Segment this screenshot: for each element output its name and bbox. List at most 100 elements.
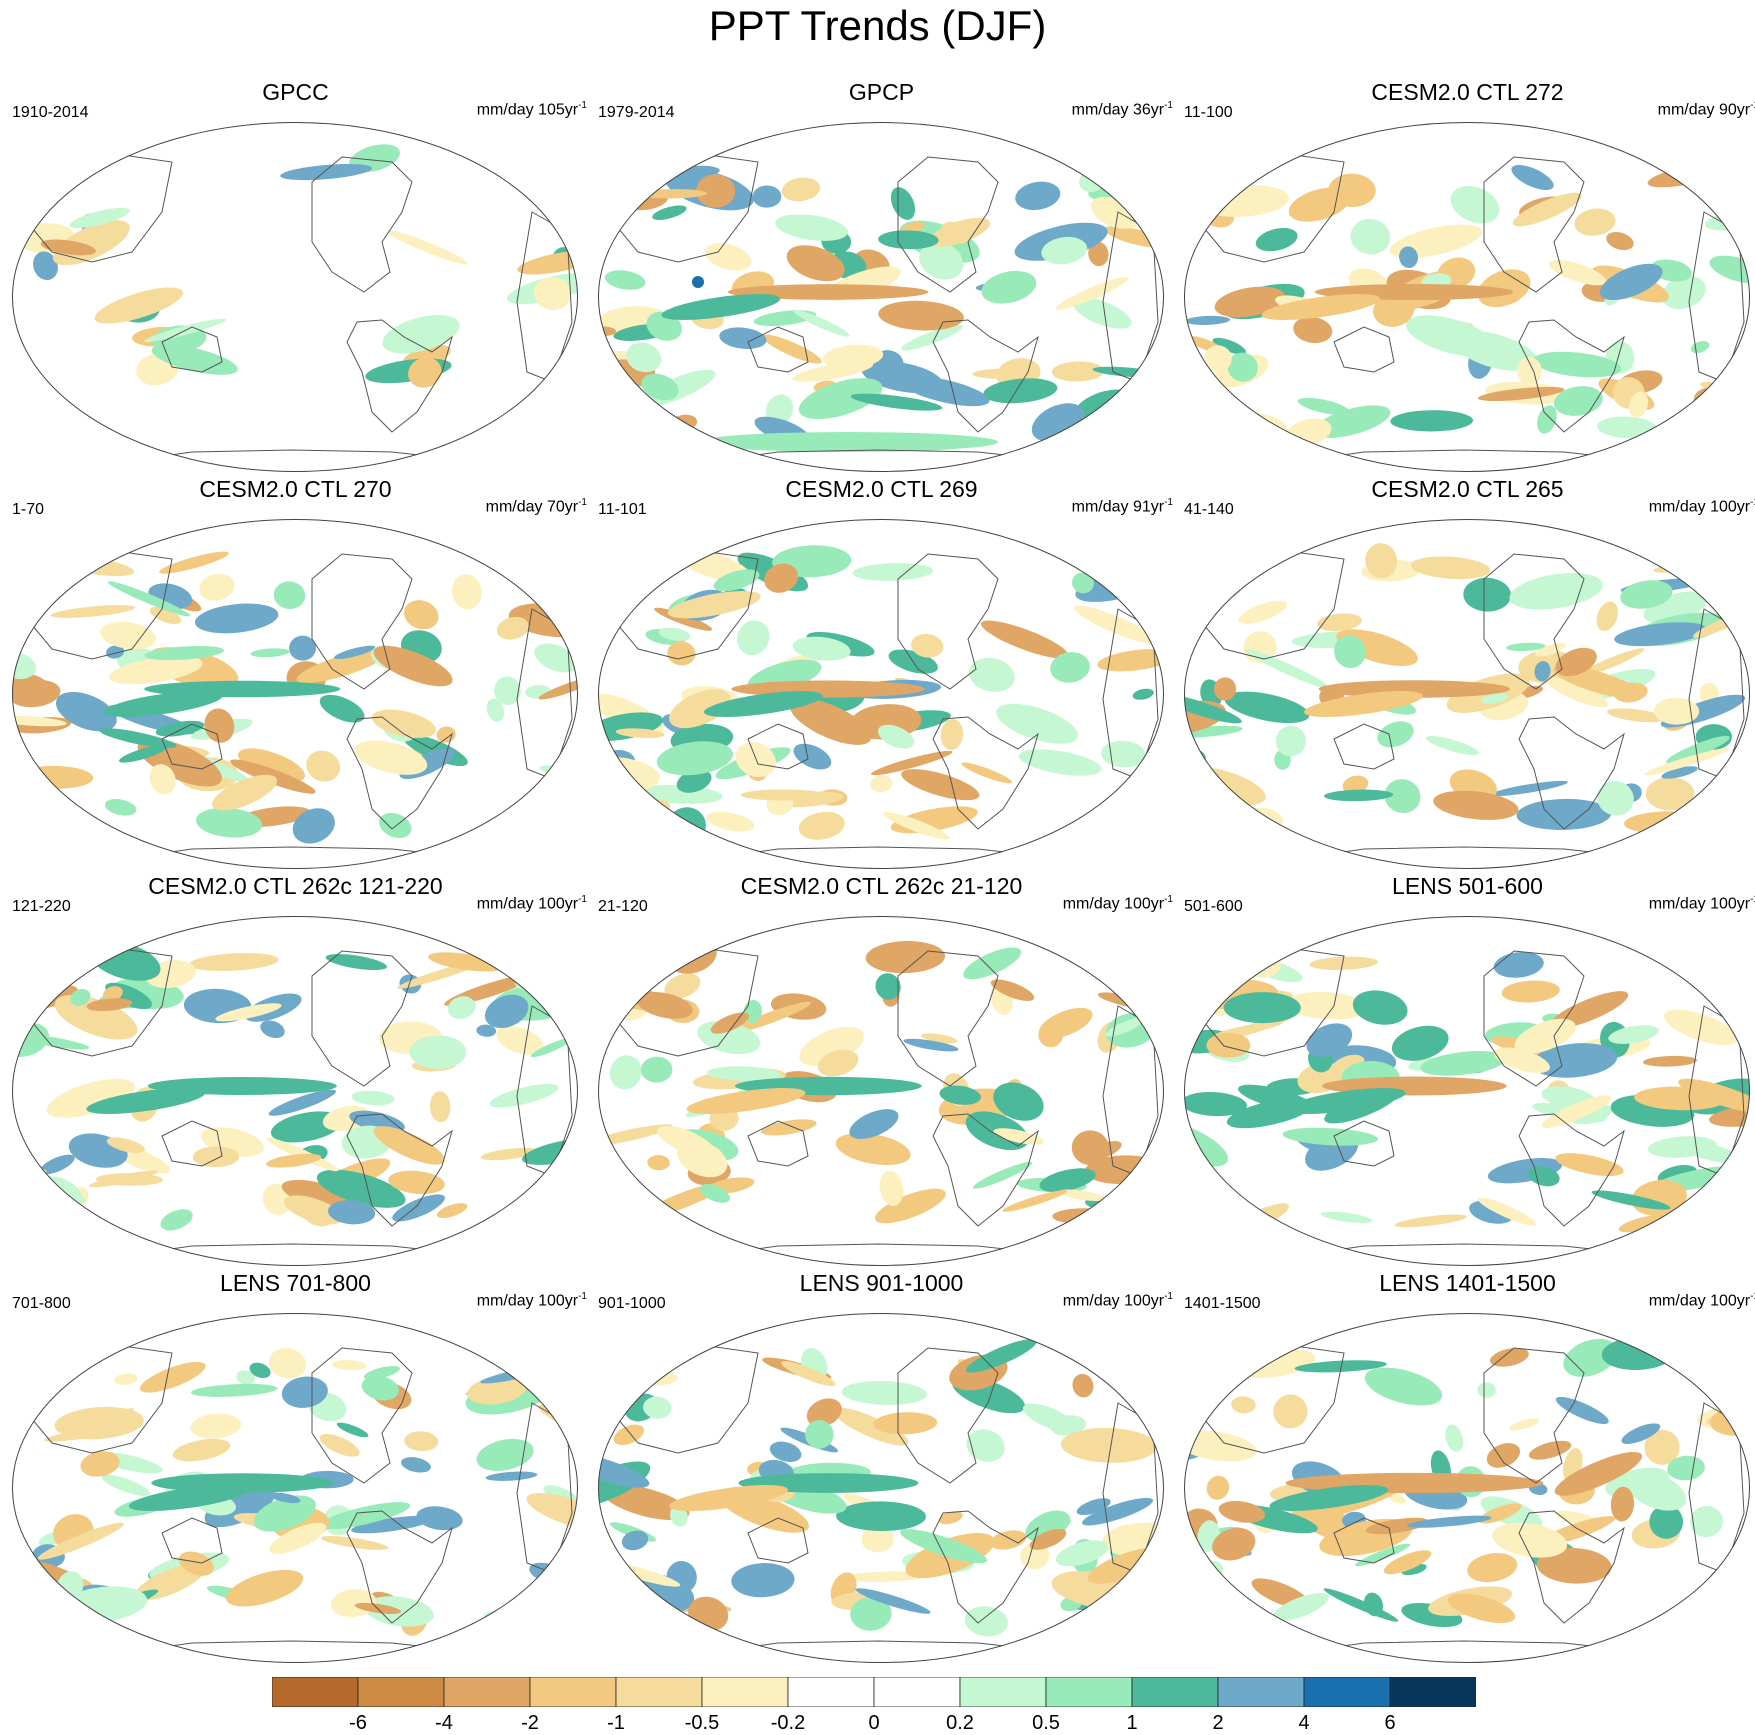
precip-anomaly-patch (416, 1506, 463, 1531)
units-text: mm/day 100yr (1648, 895, 1751, 913)
panel-title: GPCC (262, 79, 329, 105)
panel-period: 1401-1500 (1184, 1295, 1261, 1312)
precip-anomaly-patch (752, 185, 782, 208)
coastline (747, 1517, 809, 1564)
precip-anomaly-patch (1342, 775, 1369, 794)
coastline (1293, 1640, 1655, 1654)
precip-anomaly-patch (534, 643, 578, 673)
colorbar-swatch (529, 1677, 617, 1707)
precip-anomaly-patch (1399, 246, 1418, 269)
precip-anomaly-patch (1058, 1189, 1106, 1202)
colorbar-tick-label: -6 (349, 1712, 367, 1734)
coastline (707, 1640, 1069, 1654)
precip-anomaly-patch (719, 327, 767, 349)
precip-anomaly-patch (189, 953, 279, 971)
panel-title: LENS 701-800 (220, 1270, 371, 1296)
map-panel: LENS 701-800 701-800 mm/day 100yr-1 (4, 1269, 587, 1664)
coastline (932, 1113, 1039, 1227)
precip-anomaly-patch (798, 378, 883, 420)
precip-anomaly-patch (1645, 777, 1695, 811)
precip-anomaly-patch (12, 1341, 92, 1367)
precip-anomaly-patch (58, 556, 134, 577)
precip-anomaly-patch (1555, 1153, 1624, 1177)
precip-anomaly-patch (1115, 1604, 1163, 1620)
precip-anomaly-patch (1700, 381, 1739, 394)
units-exponent: -1 (1164, 497, 1173, 508)
units-exponent: -1 (1750, 497, 1755, 508)
precip-anomaly-patch (1214, 1021, 1284, 1037)
precip-anomaly-patch (855, 1588, 931, 1614)
precip-anomaly-patch (1383, 1550, 1432, 1575)
precip-anomaly-patch (1240, 807, 1284, 832)
map-panel: GPCP 1979-2014 mm/day 36yr-1 (590, 78, 1173, 473)
precip-anomaly-patch (316, 1169, 406, 1208)
coastline (932, 319, 1039, 433)
colorbar-tick-label: 0 (868, 1712, 880, 1734)
precip-anomaly-patch (966, 1339, 1037, 1373)
precip-anomaly-patch (1501, 980, 1560, 1003)
precip-anomaly-patch (319, 694, 365, 723)
colorbar-tick-label: 1 (1126, 1712, 1138, 1734)
precip-anomaly-patch (190, 1413, 241, 1439)
precip-anomaly-patch (963, 947, 1022, 980)
precip-anomaly-patch (128, 1485, 248, 1511)
precip-anomaly-patch (1596, 416, 1657, 439)
map-panel: GPCC 1910-2014 mm/day 105yr-1 (4, 78, 587, 473)
precip-anomaly-patch (798, 811, 845, 840)
precip-anomaly-patch (775, 214, 849, 241)
precip-anomaly-patch (1545, 677, 1609, 708)
precip-anomaly-patch (1120, 1193, 1150, 1204)
precip-anomaly-patch (50, 605, 135, 618)
precip-anomaly-patch (306, 750, 341, 782)
precip-anomaly-patch (1273, 1394, 1308, 1429)
precip-anomaly-patch (686, 1088, 806, 1114)
precip-anomaly-patch (806, 1398, 842, 1427)
coastline (311, 1347, 413, 1484)
precip-anomaly-patch (706, 811, 755, 832)
panel-title: CESM2.0 CTL 269 (785, 476, 978, 502)
precip-anomaly-patch (657, 1125, 715, 1157)
map-border (12, 519, 578, 869)
precip-anomaly-patch (1206, 1475, 1230, 1500)
precip-anomaly-patch (961, 762, 1013, 784)
precip-anomaly-patch (1184, 963, 1198, 987)
precip-anomaly-patch (1364, 1367, 1443, 1406)
coastline (1333, 1120, 1395, 1167)
coastline (121, 449, 483, 463)
precip-anomaly-patch (336, 1422, 369, 1438)
precip-anomaly-patch (669, 1485, 788, 1511)
precip-anomaly-patch (664, 973, 701, 999)
precip-anomaly-patch (669, 689, 731, 729)
coastline (897, 950, 999, 1087)
precip-anomaly-patch (1712, 574, 1750, 605)
precip-anomaly-patch (656, 741, 733, 776)
precip-anomaly-patch (964, 1606, 1008, 1637)
precip-anomaly-patch (647, 1155, 670, 1171)
precip-anomaly-patch (1269, 1485, 1389, 1511)
precip-anomaly-patch (1050, 652, 1090, 683)
robinson-map (12, 1313, 578, 1663)
precip-anomaly-patch (842, 1571, 926, 1583)
panel-units: mm/day 91yr-1 (1072, 497, 1173, 516)
precip-anomaly-patch (1286, 991, 1368, 1020)
precip-anomaly-patch (1318, 680, 1510, 698)
robinson-map (598, 916, 1164, 1266)
coastline (1483, 950, 1585, 1087)
precip-anomaly-patch (1620, 580, 1673, 609)
precip-anomaly-patch (86, 1088, 206, 1114)
precip-anomaly-patch (667, 641, 696, 666)
precip-anomaly-patch (382, 314, 460, 354)
precip-anomaly-patch (1132, 688, 1154, 700)
precip-anomaly-patch (1294, 1360, 1387, 1373)
precip-anomaly-patch (835, 1133, 911, 1166)
precip-anomaly-patch (1528, 1165, 1560, 1187)
precip-anomaly-patch (86, 998, 133, 1012)
precip-anomaly-patch (1534, 661, 1551, 682)
precip-anomaly-patch (704, 243, 752, 271)
precip-anomaly-patch (1649, 1504, 1684, 1539)
precip-anomaly-patch (270, 1492, 301, 1504)
precip-anomaly-patch (877, 724, 915, 749)
precip-anomaly-patch (873, 1412, 938, 1435)
precip-anomaly-patch (12, 1597, 61, 1635)
precip-anomaly-patch (489, 1083, 559, 1108)
